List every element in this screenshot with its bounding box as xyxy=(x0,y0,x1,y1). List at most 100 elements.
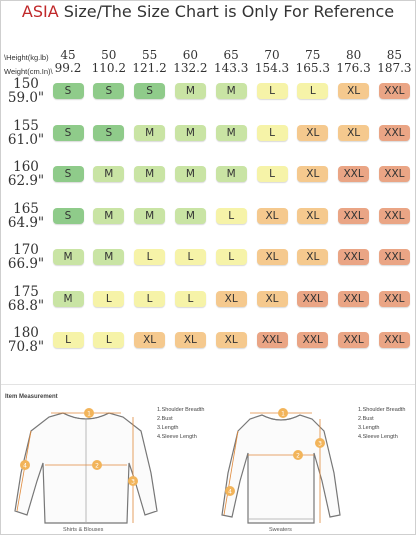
size-cell: XXL xyxy=(338,249,370,265)
row-in: 66.9" xyxy=(7,256,45,272)
shirt-marker-2-label: 2 xyxy=(95,463,99,470)
row-header-height: 160 62.9" xyxy=(4,160,48,188)
column-kg: 45 xyxy=(60,48,76,62)
row-cm: 160 xyxy=(13,159,39,175)
size-cell: XXL xyxy=(378,249,410,265)
sweater-legend-item: 4.Sleeve Length xyxy=(358,434,398,440)
column-lb: 121.2 xyxy=(132,61,167,75)
column-kg: 85 xyxy=(386,48,403,62)
row-header-height: 180 70.8" xyxy=(4,326,48,354)
size-cell: XL xyxy=(297,249,329,265)
size-cell: XXL xyxy=(378,290,410,307)
size-cell: XXL xyxy=(378,207,410,224)
sweater-marker-3 xyxy=(315,438,325,448)
size-cell: M xyxy=(134,124,166,141)
size-cell: S xyxy=(52,83,84,99)
section-divider xyxy=(1,384,415,385)
header-weight-label: \Height(kg.lb) xyxy=(4,53,49,62)
sweater-marker-4-label: 4 xyxy=(228,489,232,496)
size-cell: XL xyxy=(297,124,329,141)
size-cell: M xyxy=(215,83,247,99)
sweater-legend-item: 3.Length xyxy=(358,425,380,431)
shirt-legend-item: 2.Bust xyxy=(157,416,173,422)
size-cell: XXL xyxy=(378,83,410,99)
shirt-marker-1 xyxy=(84,408,94,418)
sweater-legend: 1.Shoulder Breadth 2.Bust 3.Length 4.Sle… xyxy=(358,406,405,442)
column-lb: 154.3 xyxy=(254,61,290,75)
size-cell: XXL xyxy=(378,166,410,182)
size-cell: XXL xyxy=(338,290,370,307)
sweater-marker-1 xyxy=(278,408,288,418)
row-header-height: 155 61.0" xyxy=(4,119,48,147)
row-in: 68.8" xyxy=(7,297,45,314)
row-cm: 170 xyxy=(13,242,39,258)
column-kg: 65 xyxy=(223,48,239,62)
shirt-marker-4-label: 4 xyxy=(23,463,27,470)
sweater-diagram: 1 2 3 4 xyxy=(221,408,341,524)
size-cell: M xyxy=(174,124,206,141)
size-cell: L xyxy=(256,166,288,182)
column-header-weight: 65 143.3 xyxy=(212,49,250,75)
sweater-marker-2 xyxy=(293,450,303,460)
row-in: 64.9" xyxy=(7,214,45,231)
sweater-neckline xyxy=(261,414,301,421)
size-cell: XL xyxy=(256,207,288,224)
size-cell: XL xyxy=(256,290,288,307)
size-cell: XL xyxy=(297,207,329,224)
column-lb: 132.2 xyxy=(173,61,208,75)
size-cell: L xyxy=(256,124,288,141)
shirt-marker-4 xyxy=(20,460,30,470)
size-cell: S xyxy=(93,83,125,99)
size-cell: XXL xyxy=(256,332,288,348)
row-cm: 155 xyxy=(13,117,39,134)
size-cell: M xyxy=(93,249,125,265)
column-header-weight: 50 110.2 xyxy=(90,49,128,75)
chart-title: ASIA Size/The Size Chart is Only For Ref… xyxy=(1,2,415,21)
size-cell: XL xyxy=(338,124,370,141)
shirt-caption: Shirts & Blouses xyxy=(63,527,104,533)
column-lb: 99.2 xyxy=(54,61,82,75)
measurement-title: Item Measurement xyxy=(5,394,58,400)
sweater-marker-3-label: 3 xyxy=(318,441,322,448)
shirt-marker-2 xyxy=(92,460,102,470)
size-cell: S xyxy=(93,124,125,141)
size-cell: L xyxy=(256,83,288,99)
shirt-legend-item: 3.Length xyxy=(157,425,179,431)
shirt-marker-3 xyxy=(128,476,138,486)
size-cell: L xyxy=(52,332,84,348)
sweater-legend-item: 2.Bust xyxy=(358,416,374,422)
size-cell: XL xyxy=(256,249,288,265)
column-header-weight: 80 176.3 xyxy=(335,49,373,75)
size-cell: XL xyxy=(215,290,247,307)
size-cell: M xyxy=(174,207,206,224)
size-cell: XXL xyxy=(378,332,410,348)
sweater-marker-4 xyxy=(225,486,235,496)
size-cell: L xyxy=(215,249,247,265)
size-cell: XL xyxy=(215,332,247,348)
size-cell: L xyxy=(93,290,125,307)
header-height-label: Weight(cm.In)\ xyxy=(4,67,53,76)
column-lb: 143.3 xyxy=(214,61,249,75)
column-kg: 55 xyxy=(141,48,158,62)
size-cell: L xyxy=(215,207,247,224)
size-cell: XXL xyxy=(297,290,329,307)
size-cell: XXL xyxy=(338,332,370,348)
size-cell: L xyxy=(93,332,125,348)
column-kg: 60 xyxy=(182,48,199,62)
row-cm: 175 xyxy=(13,283,39,300)
size-cell: M xyxy=(215,124,247,141)
shirt-legend: 1.Shoulder Breadth 2.Bust 3.Length 4.Sle… xyxy=(157,406,204,442)
column-header-weight: 60 132.2 xyxy=(171,49,209,75)
title-text: Size/The Size Chart is Only For Referenc… xyxy=(58,2,395,21)
row-cm: 165 xyxy=(13,200,39,217)
size-cell: L xyxy=(134,290,166,307)
size-cell: M xyxy=(174,83,206,99)
size-cell: S xyxy=(134,83,166,99)
size-cell: XL xyxy=(297,166,329,182)
size-cell: XL xyxy=(134,332,166,348)
column-kg: 75 xyxy=(305,48,321,62)
column-kg: 70 xyxy=(264,48,280,62)
size-cell: S xyxy=(52,207,84,224)
column-header-weight: 55 121.2 xyxy=(131,49,169,75)
size-cell: XXL xyxy=(297,332,329,348)
